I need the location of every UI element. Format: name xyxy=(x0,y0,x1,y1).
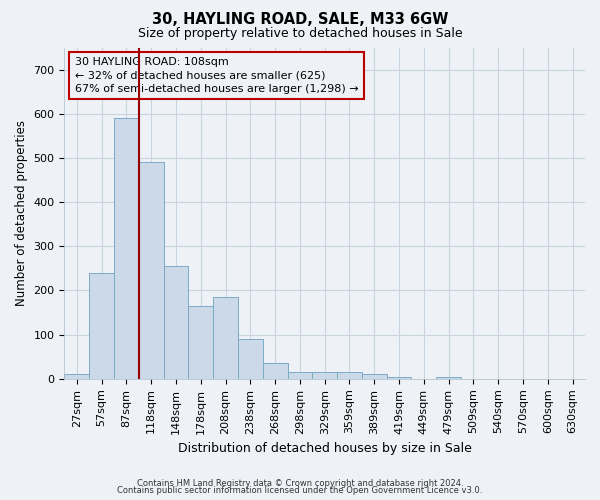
Bar xyxy=(337,372,362,379)
Text: 30, HAYLING ROAD, SALE, M33 6GW: 30, HAYLING ROAD, SALE, M33 6GW xyxy=(152,12,448,28)
Text: Size of property relative to detached houses in Sale: Size of property relative to detached ho… xyxy=(137,28,463,40)
Bar xyxy=(139,162,164,379)
Bar xyxy=(64,374,89,379)
Bar xyxy=(164,266,188,379)
Bar xyxy=(436,376,461,379)
Bar xyxy=(188,306,213,379)
Bar xyxy=(362,374,386,379)
Y-axis label: Number of detached properties: Number of detached properties xyxy=(15,120,28,306)
X-axis label: Distribution of detached houses by size in Sale: Distribution of detached houses by size … xyxy=(178,442,472,455)
Bar xyxy=(386,376,412,379)
Bar xyxy=(287,372,313,379)
Bar xyxy=(263,364,287,379)
Bar xyxy=(213,297,238,379)
Text: 30 HAYLING ROAD: 108sqm
← 32% of detached houses are smaller (625)
67% of semi-d: 30 HAYLING ROAD: 108sqm ← 32% of detache… xyxy=(75,58,358,94)
Bar xyxy=(89,273,114,379)
Bar xyxy=(238,339,263,379)
Text: Contains HM Land Registry data © Crown copyright and database right 2024.: Contains HM Land Registry data © Crown c… xyxy=(137,478,463,488)
Text: Contains public sector information licensed under the Open Government Licence v3: Contains public sector information licen… xyxy=(118,486,482,495)
Bar xyxy=(313,372,337,379)
Bar xyxy=(114,118,139,379)
